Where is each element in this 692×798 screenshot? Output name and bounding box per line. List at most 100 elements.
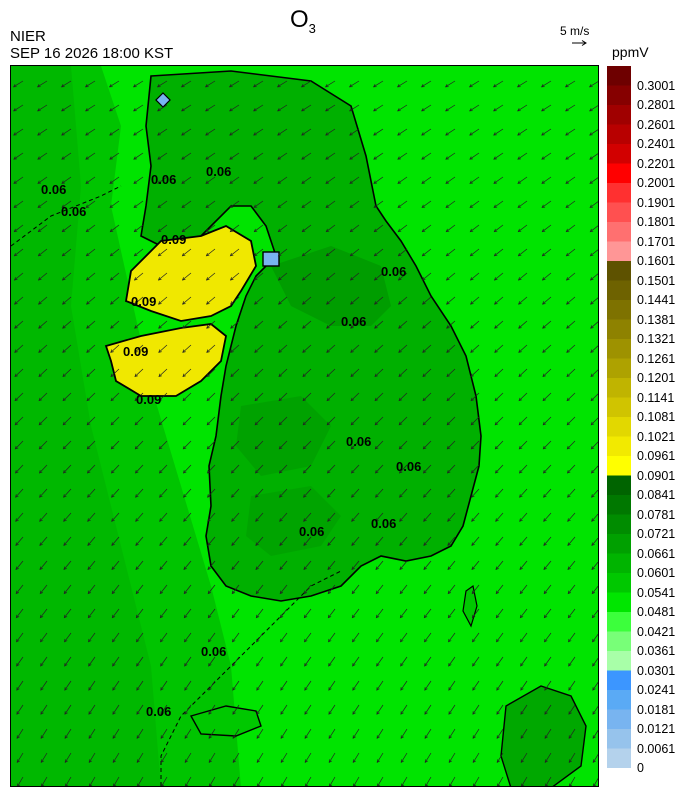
wind-arrow [397, 176, 408, 184]
wind-arrow-head [182, 349, 186, 353]
wind-arrow [230, 296, 240, 305]
wind-arrow [565, 176, 576, 184]
wind-arrow [544, 656, 552, 667]
colorbar-bin [607, 592, 631, 613]
wind-arrow [423, 584, 432, 594]
wind-arrow-head [304, 662, 308, 667]
wind-arrow-head [38, 301, 42, 305]
wind-arrow [89, 776, 96, 786]
wind-arrow [278, 320, 288, 329]
wind-arrow-head [60, 84, 65, 88]
wind-arrow-head [62, 349, 66, 353]
wind-arrow [373, 128, 384, 136]
wind-arrow-head [421, 108, 425, 112]
wind-arrow [255, 584, 264, 594]
wind-arrow [206, 416, 216, 426]
wind-arrow-head [567, 470, 571, 474]
wind-arrow-head [16, 759, 20, 764]
wind-arrow-head [565, 180, 570, 184]
wind-arrow-head [63, 566, 67, 571]
wind-arrow [446, 320, 456, 329]
colorbar-label: 0.1501 [637, 273, 676, 288]
wind-arrow-head [373, 277, 378, 281]
wind-arrow-head [374, 421, 379, 426]
wind-arrow-head [13, 277, 18, 281]
wind-arrow-head [301, 180, 306, 184]
wind-arrow [519, 440, 528, 450]
wind-arrow-head [372, 84, 377, 88]
wind-arrow-head [182, 421, 187, 426]
wind-arrow-head [518, 373, 522, 377]
wind-arrow-head [85, 228, 90, 233]
wind-arrow [328, 656, 336, 667]
wind-arrow [110, 272, 120, 281]
wind-arrow-head [253, 180, 258, 184]
wind-arrow-head [373, 108, 377, 112]
wind-arrow [566, 224, 576, 232]
wind-arrow-head [472, 662, 476, 667]
wind-arrow-head [375, 470, 379, 474]
wind-arrow-head [158, 397, 163, 402]
wind-arrow-head [160, 638, 164, 643]
wind-arrow-head [63, 614, 68, 619]
colorbar-bin [607, 202, 631, 223]
wind-arrow [543, 488, 552, 498]
wind-arrow-head [280, 638, 284, 643]
wind-arrow [351, 440, 360, 450]
wind-arrow [254, 320, 264, 329]
wind-arrow-head [472, 638, 476, 643]
wind-arrow [303, 584, 312, 594]
wind-arrow-head [495, 470, 499, 474]
wind-arrow-head [304, 711, 308, 715]
wind-arrow [183, 560, 192, 570]
wind-arrow [326, 344, 336, 353]
wind-arrow [278, 344, 288, 353]
wind-arrow [400, 608, 408, 618]
wind-arrow [86, 248, 96, 257]
wind-arrow-head [325, 252, 330, 257]
wind-arrow-head [349, 180, 354, 184]
wind-arrow-head [159, 614, 164, 619]
wind-arrow-head [374, 301, 378, 305]
wind-arrow [160, 632, 168, 643]
wind-arrow [205, 152, 216, 160]
wind-arrow-head [16, 687, 20, 691]
wind-arrow-head [422, 445, 427, 450]
wind-arrow-head [14, 301, 18, 305]
wind-arrow-head [61, 180, 66, 184]
map-canvas: 0.06 0.06 0.06 0.06 0.06 0.06 0.06 0.06 … [11, 66, 598, 786]
wind-arrow-head [517, 132, 521, 136]
wind-arrow-head [351, 542, 355, 546]
wind-arrow [136, 680, 144, 691]
southeast-landmass [500, 685, 587, 786]
wind-arrow-head [134, 301, 138, 305]
wind-arrow [135, 560, 144, 570]
wind-arrow [541, 104, 552, 112]
wind-arrow-head [305, 783, 309, 786]
wind-arrow-head [351, 590, 356, 595]
wind-arrow [377, 776, 384, 786]
wind-arrow-head [589, 228, 594, 233]
wind-arrow-head [303, 590, 308, 595]
wind-arrow [471, 464, 480, 474]
wind-arrow-head [567, 614, 572, 619]
wind-arrow-head [349, 156, 353, 160]
wind-arrow-head [519, 542, 523, 546]
wind-arrow-head [183, 590, 188, 595]
wind-arrow [62, 248, 72, 257]
wind-arrow-head [86, 445, 91, 450]
wind-arrow-head [400, 687, 404, 691]
contour-label: 0.06 [396, 459, 421, 474]
wind-arrow-head [231, 614, 236, 619]
wind-arrow [230, 344, 240, 353]
wind-arrow [160, 752, 168, 763]
colorbar-bin [607, 690, 631, 710]
wind-arrow-head [38, 325, 42, 329]
wind-arrow-head [423, 518, 427, 522]
wind-arrow-head [326, 325, 330, 329]
wind-arrow [421, 128, 432, 136]
wind-arrow-head [112, 711, 116, 715]
wind-arrow [326, 248, 336, 257]
wind-arrow [64, 656, 72, 667]
colorbar-label: 0.0061 [637, 741, 676, 756]
